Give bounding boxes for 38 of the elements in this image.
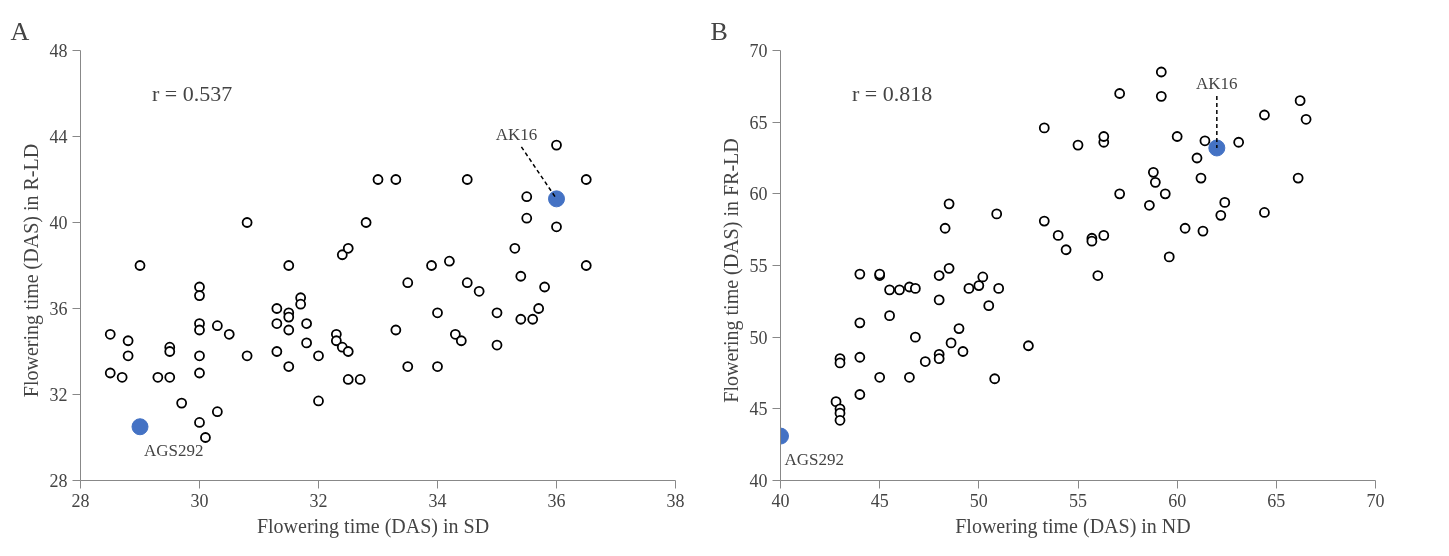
x-tick-label: 28 xyxy=(71,490,90,511)
x-tick-label: 55 xyxy=(1069,490,1087,511)
y-tick-label: 36 xyxy=(49,299,68,319)
annotation: AGS292 xyxy=(144,440,204,460)
y-axis-title: Flowering time (DAS) in R-LD xyxy=(19,143,43,398)
x-tick-label: 60 xyxy=(1168,490,1187,511)
annotation: AK16 xyxy=(1196,73,1238,93)
x-axis-title: Flowering time (DAS) in ND xyxy=(955,514,1191,538)
y-tick-label: 55 xyxy=(749,256,768,276)
x-tick-label: 50 xyxy=(969,490,988,511)
y-axis-title: Flowering time (DAS) in FR-LD xyxy=(719,138,743,403)
x-tick-label: 36 xyxy=(547,490,566,511)
y-tick-label: 70 xyxy=(749,41,768,61)
chart-title: B xyxy=(710,16,728,46)
x-tick-label: 70 xyxy=(1366,490,1385,511)
annotation: AK16 xyxy=(495,124,538,144)
y-tick-label: 28 xyxy=(49,471,68,491)
y-tick-label: 32 xyxy=(49,385,68,405)
y-tick-label: 60 xyxy=(749,184,768,205)
annotation: r = 0.537 xyxy=(151,81,233,106)
chart-title: A xyxy=(10,16,30,46)
y-tick-label: 40 xyxy=(49,213,68,233)
x-tick-label: 34 xyxy=(428,490,447,511)
x-tick-label: 65 xyxy=(1267,490,1286,511)
x-tick-label: 30 xyxy=(190,490,209,511)
x-tick-label: 45 xyxy=(870,490,889,511)
annotation: AGS292 xyxy=(784,450,845,470)
x-tick-label: 40 xyxy=(771,490,790,511)
y-tick-label: 40 xyxy=(749,471,768,491)
y-tick-label: 65 xyxy=(749,112,768,133)
y-tick-label: 44 xyxy=(49,127,68,147)
x-tick-label: 38 xyxy=(666,490,685,511)
x-tick-label: 32 xyxy=(309,490,328,511)
y-tick-label: 48 xyxy=(49,41,68,61)
x-axis-title: Flowering time (DAS) in SD xyxy=(256,514,490,538)
y-tick-label: 45 xyxy=(749,399,768,420)
annotation: r = 0.818 xyxy=(851,81,933,106)
y-tick-label: 50 xyxy=(749,327,768,348)
